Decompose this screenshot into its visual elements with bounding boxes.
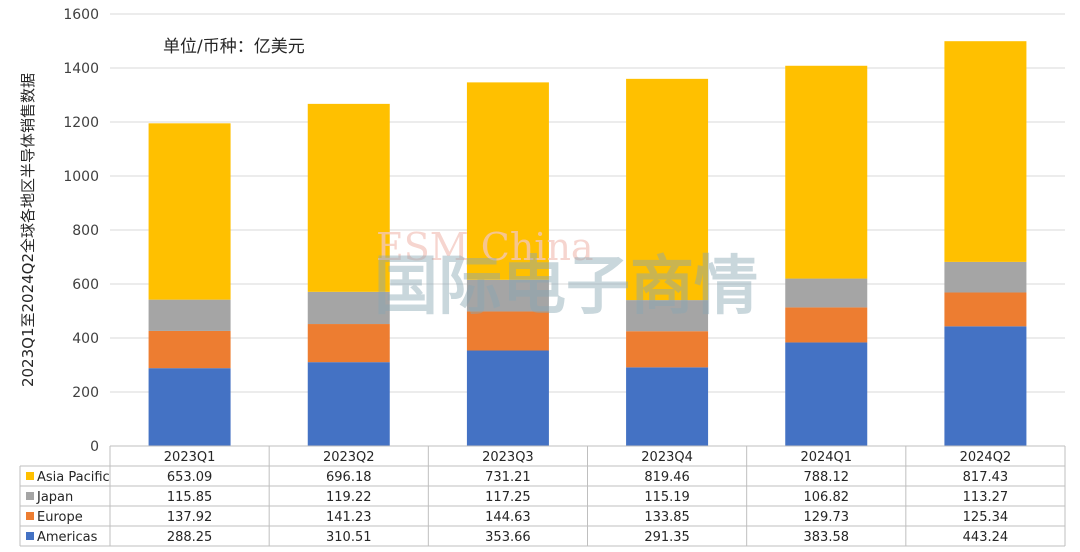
bar-segment-asia-pacific	[307, 103, 390, 292]
table-cell: 696.18	[326, 470, 372, 485]
table-cell: 353.66	[485, 530, 531, 545]
bar-segment-japan	[307, 291, 390, 325]
table-cell: 117.25	[485, 490, 531, 505]
y-tick-label: 200	[72, 385, 99, 401]
bar-segment-asia-pacific	[466, 82, 549, 280]
table-cell: 115.85	[167, 490, 213, 505]
table-cell: 310.51	[326, 530, 372, 545]
x-tick-label: 2024Q1	[800, 450, 852, 465]
table-cell: 113.27	[963, 490, 1009, 505]
bar-segment-europe	[944, 292, 1027, 327]
bar-segment-americas	[626, 367, 709, 446]
bar-segment-americas	[307, 362, 390, 446]
table-cell: 144.63	[485, 510, 531, 525]
legend-label: Japan	[36, 490, 73, 505]
bar-segment-japan	[148, 299, 231, 331]
bar-segment-americas	[944, 326, 1027, 446]
bars	[148, 41, 1027, 446]
x-tick-label: 2023Q3	[482, 450, 534, 465]
legend-swatch	[26, 512, 34, 520]
y-tick-label: 800	[72, 223, 99, 239]
table-cell: 291.35	[644, 530, 690, 545]
table-cell: 137.92	[167, 510, 213, 525]
bar-segment-europe	[466, 311, 549, 351]
legend-swatch	[26, 492, 34, 500]
bar-segment-japan	[626, 300, 709, 332]
y-tick-label: 1400	[63, 61, 99, 77]
table-cell: 119.22	[326, 490, 372, 505]
table-cell: 443.24	[963, 530, 1009, 545]
bar-segment-japan	[944, 261, 1027, 293]
bar-segment-americas	[148, 368, 231, 446]
bar-segment-asia-pacific	[626, 78, 709, 301]
bar-segment-americas	[466, 350, 549, 446]
y-tick-label: 1600	[63, 7, 99, 23]
data-table: 2023Q1 2023Q2 2023Q3 2023Q4 2024Q1 2024Q2 Asia…	[19, 445, 1066, 547]
legend-label: Americas	[37, 530, 98, 545]
y-tick-label: 1200	[63, 115, 99, 131]
x-tick-label: 2024Q2	[960, 450, 1012, 465]
bar-segment-europe	[148, 330, 231, 369]
bar-segment-asia-pacific	[785, 65, 868, 279]
table-cell: 106.82	[804, 490, 850, 505]
bar-segment-europe	[307, 324, 390, 363]
bar-segment-asia-pacific	[944, 41, 1027, 262]
bar-segment-asia-pacific	[148, 123, 231, 300]
table-cell: 288.25	[167, 530, 213, 545]
bar-segment-americas	[785, 342, 868, 446]
table-cell: 129.73	[804, 510, 850, 525]
table-cell: 383.58	[804, 530, 850, 545]
watermark-en: ESM China	[376, 225, 594, 269]
table-cell: 133.85	[644, 510, 690, 525]
table-cell: 788.12	[804, 470, 850, 485]
legend-label: Europe	[37, 510, 83, 525]
y-axis-label: 2023Q1至2024Q2全球各地区半导体销售数据	[19, 73, 37, 387]
watermark: ESM China 国际电子商情	[374, 225, 758, 324]
legend-swatch	[26, 532, 34, 540]
axes: 0 200 400 600 800 1000 1200 1400 1600	[63, 7, 99, 455]
bar-segment-japan	[785, 278, 868, 308]
table-cell: 141.23	[326, 510, 372, 525]
legend-label: Asia Pacific	[37, 470, 110, 485]
y-tick-label: 600	[72, 277, 99, 293]
bar-segment-europe	[785, 307, 868, 343]
bar-segment-japan	[466, 279, 549, 312]
y-tick-label: 0	[90, 439, 99, 455]
unit-note: 单位/币种：亿美元	[163, 37, 305, 57]
x-tick-label: 2023Q2	[323, 450, 375, 465]
watermark-cn: 国际电子商情	[374, 250, 758, 324]
x-tick-label: 2023Q4	[641, 450, 693, 465]
x-tick-label: 2023Q1	[164, 450, 216, 465]
y-tick-label: 400	[72, 331, 99, 347]
table-cell: 817.43	[963, 470, 1009, 485]
table-cell: 653.09	[167, 470, 213, 485]
table-cell: 731.21	[485, 470, 531, 485]
table-cell: 125.34	[963, 510, 1009, 525]
table-cell: 819.46	[644, 470, 690, 485]
gridlines	[110, 13, 1065, 447]
y-tick-label: 1000	[63, 169, 99, 185]
legend-swatch	[26, 472, 34, 480]
table-cell: 115.19	[644, 490, 690, 505]
bar-segment-europe	[626, 331, 709, 368]
